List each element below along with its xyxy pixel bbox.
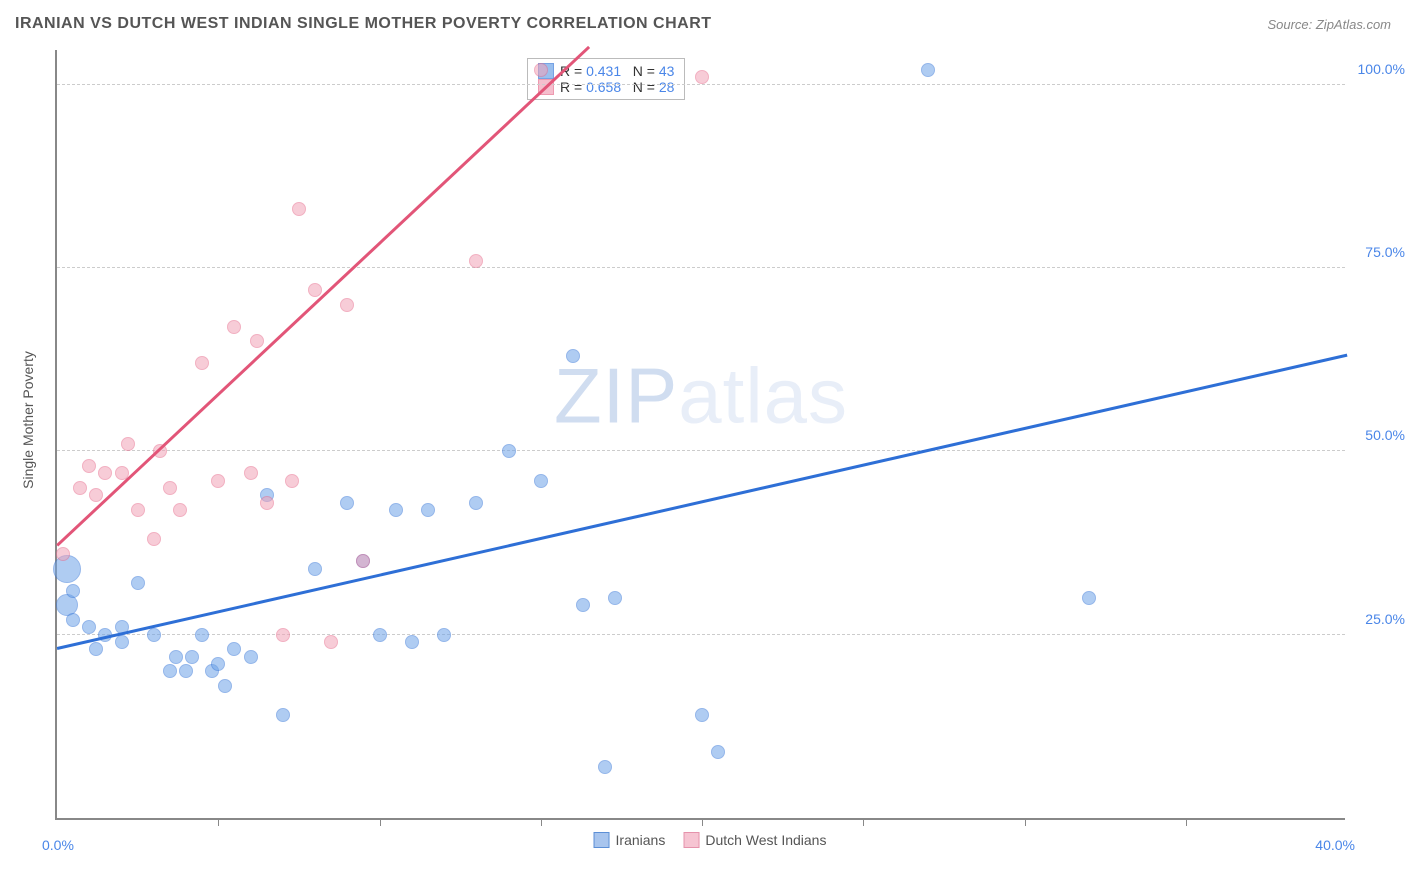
data-point bbox=[250, 334, 264, 348]
data-point bbox=[211, 657, 225, 671]
r-value: 0.431 bbox=[586, 63, 621, 79]
data-point bbox=[211, 474, 225, 488]
data-point bbox=[131, 576, 145, 590]
n-value: 28 bbox=[659, 79, 675, 95]
r-value: 0.658 bbox=[586, 79, 621, 95]
data-point bbox=[340, 298, 354, 312]
x-tick bbox=[380, 818, 381, 826]
data-point bbox=[147, 628, 161, 642]
data-point bbox=[324, 635, 338, 649]
data-point bbox=[469, 496, 483, 510]
x-tick bbox=[1186, 818, 1187, 826]
data-point bbox=[608, 591, 622, 605]
data-point bbox=[437, 628, 451, 642]
data-point bbox=[502, 444, 516, 458]
data-point bbox=[308, 283, 322, 297]
data-point bbox=[244, 650, 258, 664]
data-point bbox=[373, 628, 387, 642]
data-point bbox=[218, 679, 232, 693]
y-tick-label: 75.0% bbox=[1365, 244, 1405, 260]
grid-line bbox=[57, 267, 1345, 268]
data-point bbox=[89, 488, 103, 502]
data-point bbox=[276, 628, 290, 642]
data-point bbox=[115, 635, 129, 649]
x-min-label: 0.0% bbox=[42, 837, 74, 853]
x-tick bbox=[1025, 818, 1026, 826]
data-point bbox=[185, 650, 199, 664]
data-point bbox=[82, 459, 96, 473]
legend-row: R = 0.658 N = 28 bbox=[538, 79, 674, 95]
grid-line bbox=[57, 634, 1345, 635]
x-max-label: 40.0% bbox=[1315, 837, 1355, 853]
data-point bbox=[921, 63, 935, 77]
n-value: 43 bbox=[659, 63, 675, 79]
data-point bbox=[356, 554, 370, 568]
data-point bbox=[195, 356, 209, 370]
data-point bbox=[227, 320, 241, 334]
data-point bbox=[405, 635, 419, 649]
y-tick-label: 50.0% bbox=[1365, 427, 1405, 443]
data-point bbox=[276, 708, 290, 722]
data-point bbox=[695, 70, 709, 84]
data-point bbox=[711, 745, 725, 759]
data-point bbox=[695, 708, 709, 722]
data-point bbox=[469, 254, 483, 268]
x-tick bbox=[541, 818, 542, 826]
data-point bbox=[131, 503, 145, 517]
data-point bbox=[66, 613, 80, 627]
data-point bbox=[169, 650, 183, 664]
x-tick bbox=[863, 818, 864, 826]
data-point bbox=[389, 503, 403, 517]
x-tick bbox=[702, 818, 703, 826]
data-point bbox=[421, 503, 435, 517]
data-point bbox=[308, 562, 322, 576]
trend-line bbox=[56, 46, 590, 546]
data-point bbox=[82, 620, 96, 634]
legend-swatch bbox=[683, 832, 699, 848]
data-point bbox=[576, 598, 590, 612]
y-tick-label: 100.0% bbox=[1358, 61, 1405, 77]
legend-label: Dutch West Indians bbox=[705, 832, 826, 848]
data-point bbox=[179, 664, 193, 678]
watermark: ZIPatlas bbox=[554, 350, 848, 441]
data-point bbox=[534, 63, 548, 77]
data-point bbox=[147, 532, 161, 546]
data-point bbox=[1082, 591, 1096, 605]
data-point bbox=[244, 466, 258, 480]
legend-label: Iranians bbox=[616, 832, 666, 848]
y-tick-label: 25.0% bbox=[1365, 611, 1405, 627]
data-point bbox=[163, 481, 177, 495]
data-point bbox=[121, 437, 135, 451]
x-tick bbox=[218, 818, 219, 826]
data-point bbox=[98, 466, 112, 480]
data-point bbox=[260, 496, 274, 510]
data-point bbox=[89, 642, 103, 656]
legend-swatch bbox=[594, 832, 610, 848]
data-point bbox=[534, 474, 548, 488]
data-point bbox=[227, 642, 241, 656]
grid-line bbox=[57, 450, 1345, 451]
chart-source: Source: ZipAtlas.com bbox=[1267, 17, 1391, 32]
chart-title: IRANIAN VS DUTCH WEST INDIAN SINGLE MOTH… bbox=[15, 15, 712, 33]
data-point bbox=[56, 547, 70, 561]
data-point bbox=[173, 503, 187, 517]
watermark-bold: ZIP bbox=[554, 351, 678, 439]
watermark-thin: atlas bbox=[678, 351, 848, 439]
data-point bbox=[566, 349, 580, 363]
data-point bbox=[340, 496, 354, 510]
data-point bbox=[163, 664, 177, 678]
y-axis-label: Single Mother Poverty bbox=[20, 351, 36, 489]
data-point bbox=[66, 584, 80, 598]
plot-area: ZIPatlas 0.0% 40.0% R = 0.431 N = 43R = … bbox=[55, 50, 1345, 820]
legend-series: Iranians Dutch West Indians bbox=[576, 832, 827, 848]
trend-line bbox=[57, 354, 1348, 650]
data-point bbox=[73, 481, 87, 495]
data-point bbox=[292, 202, 306, 216]
data-point bbox=[598, 760, 612, 774]
data-point bbox=[285, 474, 299, 488]
data-point bbox=[195, 628, 209, 642]
